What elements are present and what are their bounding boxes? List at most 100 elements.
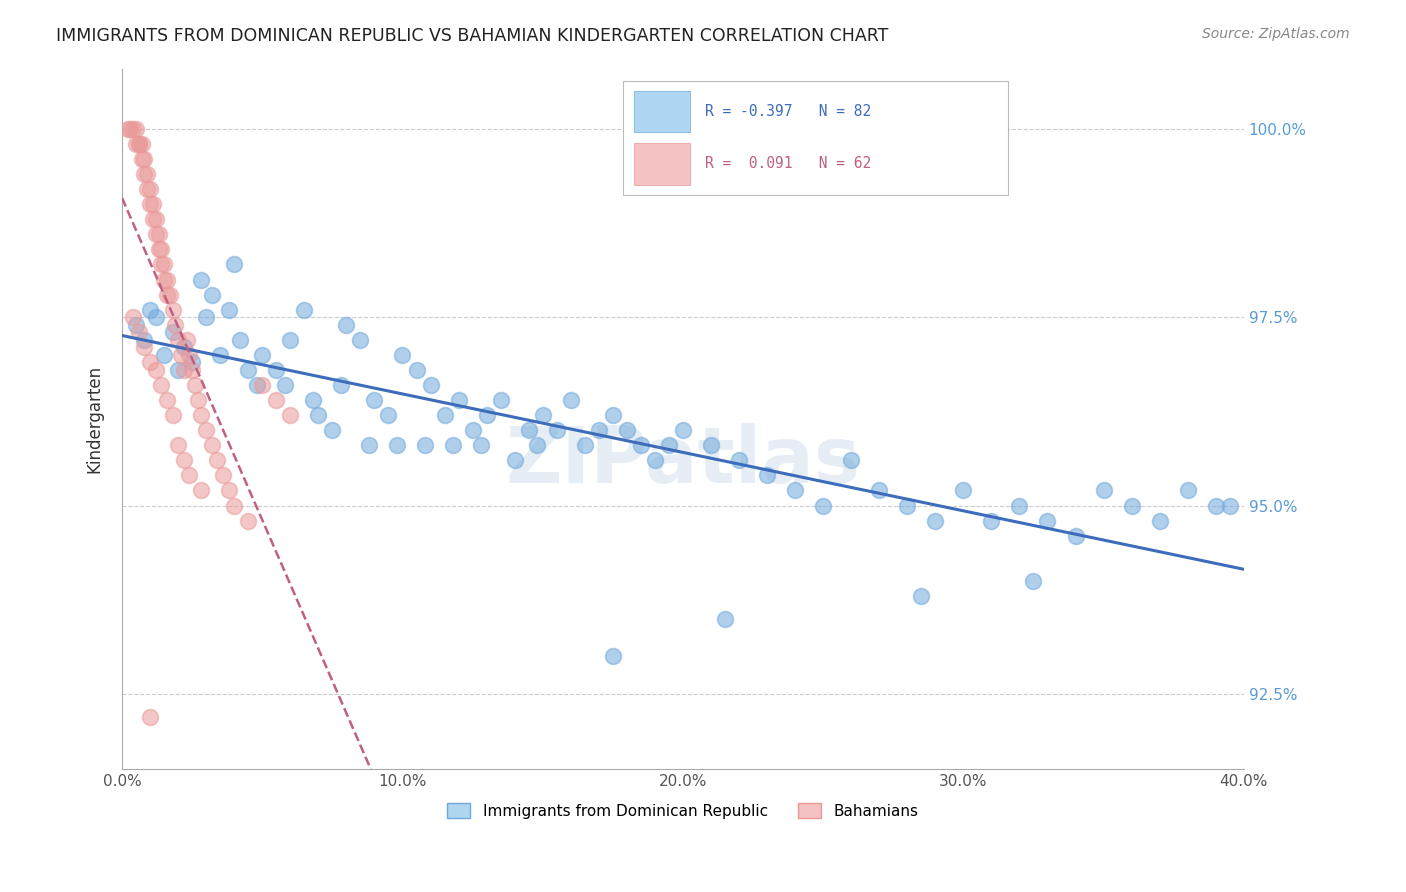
Point [321, 423, 343, 437]
Point [658, 438, 681, 452]
Point [385, 438, 408, 452]
Point [148, 243, 170, 257]
Point [560, 393, 582, 408]
Point [139, 302, 162, 317]
Point [224, 499, 246, 513]
Point [644, 453, 666, 467]
Point [252, 378, 274, 392]
Point [139, 355, 162, 369]
Point [179, 468, 201, 483]
Point [238, 363, 260, 377]
Point [176, 333, 198, 347]
Point [190, 408, 212, 422]
Point [184, 378, 207, 392]
Point [195, 423, 218, 437]
Point [278, 408, 301, 422]
Point [391, 348, 413, 362]
Point [588, 423, 610, 437]
Point [1205, 499, 1227, 513]
Point [602, 649, 624, 664]
Point [125, 121, 148, 136]
FancyBboxPatch shape [623, 81, 1008, 195]
Point [546, 423, 568, 437]
Point [142, 197, 165, 211]
Point [218, 483, 240, 498]
Point [131, 136, 153, 151]
Point [447, 393, 470, 408]
Point [150, 243, 173, 257]
Point [229, 333, 252, 347]
Y-axis label: Kindergarten: Kindergarten [86, 365, 103, 473]
Point [630, 438, 652, 452]
Text: ZIPatlas: ZIPatlas [505, 423, 860, 499]
Point [156, 272, 179, 286]
Point [728, 453, 751, 467]
Point [218, 302, 240, 317]
Point [896, 499, 918, 513]
Point [209, 348, 232, 362]
Point [405, 363, 427, 377]
Point [156, 393, 179, 408]
Point [150, 257, 173, 271]
Point [503, 453, 526, 467]
Point [195, 310, 218, 325]
Point [252, 348, 274, 362]
Point [181, 355, 204, 369]
Point [207, 453, 229, 467]
Point [145, 310, 167, 325]
Point [980, 514, 1002, 528]
Point [363, 393, 385, 408]
Point [301, 393, 323, 408]
Point [1149, 514, 1171, 528]
Point [134, 152, 156, 166]
Point [179, 348, 201, 362]
Point [167, 363, 190, 377]
Point [1219, 499, 1241, 513]
Point [574, 438, 596, 452]
Point [162, 408, 184, 422]
Point [167, 438, 190, 452]
Point [131, 152, 153, 166]
Point [181, 363, 204, 377]
FancyBboxPatch shape [634, 91, 689, 132]
Point [187, 393, 209, 408]
Point [868, 483, 890, 498]
Point [150, 378, 173, 392]
Point [531, 408, 554, 422]
Point [433, 408, 456, 422]
Point [224, 257, 246, 271]
Point [153, 272, 176, 286]
Point [441, 438, 464, 452]
Point [153, 348, 176, 362]
Point [246, 378, 269, 392]
Point [266, 363, 288, 377]
Point [190, 483, 212, 498]
Point [128, 136, 150, 151]
Point [952, 483, 974, 498]
Point [517, 423, 540, 437]
Point [924, 514, 946, 528]
FancyBboxPatch shape [634, 143, 689, 185]
Point [1121, 499, 1143, 513]
Legend: Immigrants from Dominican Republic, Bahamians: Immigrants from Dominican Republic, Baha… [441, 797, 925, 825]
Point [278, 333, 301, 347]
Point [238, 514, 260, 528]
Point [700, 438, 723, 452]
Point [139, 709, 162, 723]
Point [139, 182, 162, 196]
Point [357, 438, 380, 452]
Point [1092, 483, 1115, 498]
Point [489, 393, 512, 408]
Point [134, 333, 156, 347]
Point [616, 423, 638, 437]
Point [470, 438, 492, 452]
Point [136, 167, 159, 181]
Text: R =  0.091   N = 62: R = 0.091 N = 62 [706, 156, 872, 171]
Point [672, 423, 695, 437]
Point [159, 287, 181, 301]
Point [349, 333, 371, 347]
Point [139, 197, 162, 211]
Point [526, 438, 548, 452]
Text: IMMIGRANTS FROM DOMINICAN REPUBLIC VS BAHAMIAN KINDERGARTEN CORRELATION CHART: IMMIGRANTS FROM DOMINICAN REPUBLIC VS BA… [56, 27, 889, 45]
Point [1177, 483, 1199, 498]
